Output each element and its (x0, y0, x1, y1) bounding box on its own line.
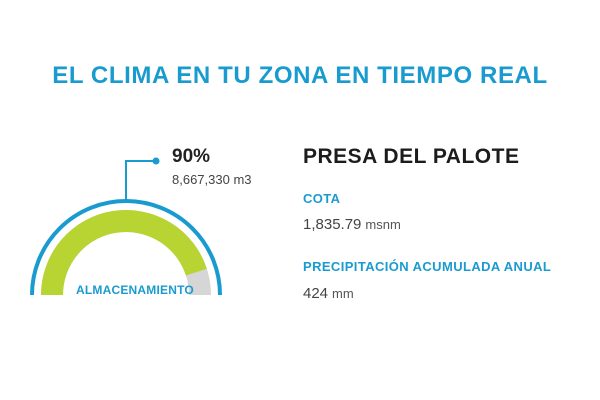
storage-percent: 90% (172, 146, 211, 167)
page-title: EL CLIMA EN TU ZONA EN TIEMPO REAL (52, 62, 548, 89)
storage-volume: 8,667,330 m3 (172, 172, 252, 187)
precipitation-label: PRECIPITACIÓN ACUMULADA ANUAL (303, 259, 552, 274)
gauge-fill-arc (41, 210, 207, 296)
precipitation-value-row: 424 mm (303, 285, 354, 302)
gauge-graphic (30, 157, 222, 296)
cota-value: 1,835.79 (303, 216, 362, 233)
precipitation-value: 424 (303, 285, 329, 302)
cota-value-row: 1,835.79 msnm (303, 216, 401, 233)
dam-name: PRESA DEL PALOTE (303, 145, 520, 168)
gauge-outer-arc (30, 199, 222, 296)
cota-label: COTA (303, 191, 341, 206)
storage-gauge (24, 130, 254, 305)
precipitation-unit: mm (332, 286, 354, 301)
cota-unit: msnm (365, 217, 401, 232)
gauge-pointer-line (125, 160, 156, 201)
gauge-pointer-dot (152, 157, 160, 165)
storage-label: ALMACENAMIENTO (76, 283, 194, 297)
